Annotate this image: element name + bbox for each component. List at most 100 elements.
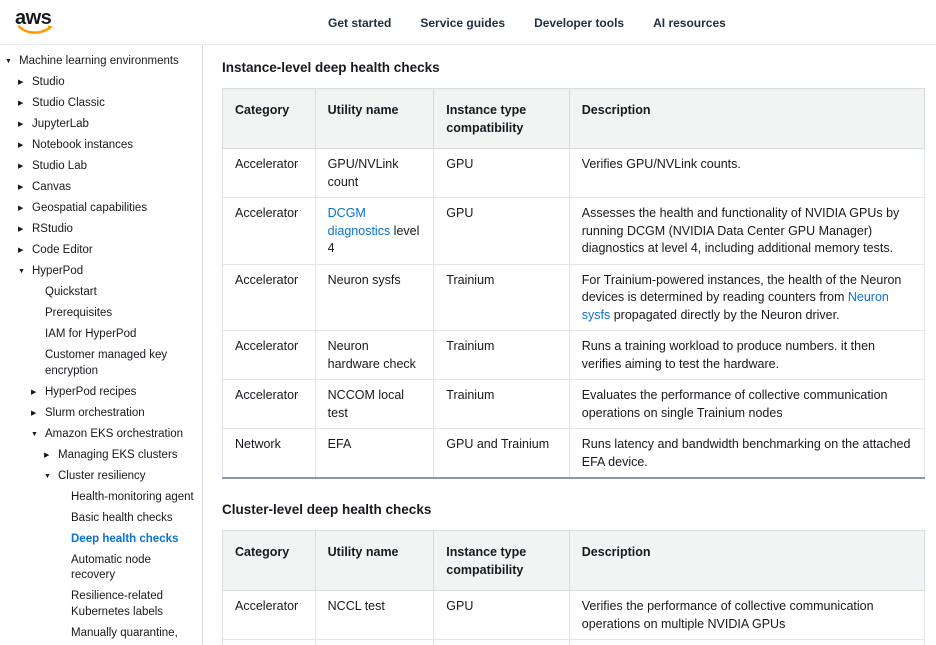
compatibility-cell: Trainium xyxy=(433,263,570,331)
cell-text: For Trainium-powered instances, the heal… xyxy=(581,272,902,305)
sidebar-item-studio-lab[interactable]: ▶ Studio Lab xyxy=(0,159,202,175)
sidebar-item-managing-eks-clusters[interactable]: ▶ Managing EKS clusters xyxy=(0,448,202,464)
sidebar-item-studio-classic[interactable]: ▶ Studio Classic xyxy=(0,96,202,112)
chevron-right-icon[interactable]: ▶ xyxy=(18,100,24,107)
chevron-right-icon[interactable]: ▶ xyxy=(31,388,37,396)
chevron-right-icon[interactable]: ▶ xyxy=(18,121,24,128)
nav-link-ai-resources[interactable]: AI resources xyxy=(653,15,726,30)
sidebar-item-code-editor[interactable]: ▶ Code Editor xyxy=(0,243,202,259)
cell-text: level 4 xyxy=(327,223,420,256)
sidebar-item-label: Studio Lab xyxy=(32,160,87,172)
sidebar-item-machine-learning-environments[interactable]: ▼ Machine learning environments xyxy=(0,54,202,70)
cell-text: Runs latency and bandwidth benchmarking … xyxy=(581,437,911,469)
table-header-row: Category Utility name Instance type compat… xyxy=(222,88,926,149)
sidebar-item-label: Prerequisites xyxy=(45,307,113,319)
nav-link-get-started[interactable]: Get started xyxy=(328,15,392,30)
description-cell: Evaluates the performance of collective … xyxy=(568,379,926,429)
table-row: Accelerator GPU/NVLink count GPU Verifies G… xyxy=(222,148,926,198)
category-cell: Accelerator xyxy=(222,197,316,265)
sidebar-item-label: Code Editor xyxy=(32,244,93,256)
chevron-down-icon[interactable]: ▼ xyxy=(44,472,51,480)
sidebar-item-hyperpod-recipes[interactable]: ▶ HyperPod recipes xyxy=(0,385,202,401)
sidebar-item-slurm-orchestration[interactable]: ▶ Slurm orchestration xyxy=(0,406,202,422)
column-header: Category xyxy=(222,530,316,591)
sidebar-item-amazon-eks-orchestration[interactable]: ▼ Amazon EKS orchestration xyxy=(0,427,202,443)
cell-link[interactable]: Neuron sysfs xyxy=(581,290,889,322)
chevron-down-icon[interactable]: ▼ xyxy=(5,58,12,65)
section-heading: Cluster-level deep health checks xyxy=(222,502,432,517)
chevron-down-icon[interactable]: ▼ xyxy=(18,268,25,275)
cluster-level-table: Category Utility name Instance type compat… xyxy=(222,530,926,645)
sidebar-item-resilience-related-kubernetes-labels[interactable]: Resilience-related Kubernetes labels xyxy=(0,589,202,620)
sidebar-item-iam-for-hyperpod[interactable]: IAM for HyperPod xyxy=(0,327,202,343)
cell-text: Evaluates the performance of collective … xyxy=(581,388,888,420)
sidebar-item-label: Canvas xyxy=(32,181,71,193)
sidebar-item-automatic-node-recovery[interactable]: Automatic node recovery xyxy=(0,553,202,584)
table-row: Accelerator DCGM diagnostics level 4 GPU As… xyxy=(222,197,926,265)
sidebar-item-cluster-resiliency[interactable]: ▼ Cluster resiliency xyxy=(0,469,202,485)
top-nav: Get started Service guides Developer tools… xyxy=(328,0,726,45)
sidebar-item-quickstart[interactable]: Quickstart xyxy=(0,285,202,301)
cell-text: NCCL test xyxy=(327,599,385,613)
aws-logo[interactable]: aws xyxy=(15,8,53,36)
table-row: Network EFA GPU and Trainium Runs latency a… xyxy=(222,428,926,479)
sidebar-item-basic-health-checks[interactable]: Basic health checks xyxy=(0,511,202,527)
chevron-right-icon[interactable]: ▶ xyxy=(18,247,24,254)
site-header: aws Get started Service guides Developer t… xyxy=(0,0,936,45)
sidebar-item-geospatial-capabilities[interactable]: ▶ Geospatial capabilities xyxy=(0,201,202,217)
sidebar-item-customer-managed-key-encryption[interactable]: Customer managed key encryption xyxy=(0,348,202,379)
chevron-right-icon[interactable]: ▶ xyxy=(18,142,24,149)
cell-text: Assesses the health and functionality of… xyxy=(581,206,900,255)
cell-text: Verifies the performance of collective c… xyxy=(581,599,874,631)
main-content: Instance-level deep health checks Catego… xyxy=(203,45,936,645)
column-header: Instance type compatibility xyxy=(433,88,570,149)
sidebar-item-rstudio[interactable]: ▶ RStudio xyxy=(0,222,202,238)
sidebar-item-label: RStudio xyxy=(32,223,73,235)
chevron-right-icon[interactable]: ▶ xyxy=(31,409,37,417)
description-cell: Runs latency and bandwidth benchmarking … xyxy=(568,428,926,479)
table-row: Accelerator NCCOM local test Trainium Evalu… xyxy=(222,379,926,429)
sidebar-item-label: Customer managed key encryption xyxy=(45,349,168,377)
nav-link-developer-tools[interactable]: Developer tools xyxy=(534,15,625,30)
chevron-right-icon[interactable]: ▶ xyxy=(18,79,24,86)
sidebar-item-hyperpod[interactable]: ▼ HyperPod xyxy=(0,264,202,280)
sidebar-item-label: Amazon EKS orchestration xyxy=(45,427,184,440)
column-header: Instance type compatibility xyxy=(433,530,570,591)
sidebar-item-label: Resilience-related Kubernetes labels xyxy=(71,590,164,618)
sidebar-item-studio[interactable]: ▶ Studio xyxy=(0,75,202,91)
column-header: Utility name xyxy=(314,530,435,591)
compatibility-cell: GPU xyxy=(433,148,570,198)
cell-link[interactable]: DCGM diagnostics xyxy=(327,206,391,238)
compatibility-cell: GPU xyxy=(433,197,570,265)
sidebar-item-jupyterlab[interactable]: ▶ JupyterLab xyxy=(0,117,202,133)
sidebar-item-manually-quarantine[interactable]: Manually quarantine, xyxy=(0,626,202,642)
chevron-right-icon[interactable]: ▶ xyxy=(18,163,24,170)
chevron-down-icon[interactable]: ▼ xyxy=(31,430,38,438)
sidebar-item-label: HyperPod recipes xyxy=(45,385,137,398)
utility-name-cell: Neuron hardware check xyxy=(314,330,435,380)
sidebar-item-canvas[interactable]: ▶ Canvas xyxy=(0,180,202,196)
table-row: Accelerator Neuron hardware check Trainium… xyxy=(222,330,926,380)
chevron-right-icon[interactable]: ▶ xyxy=(18,205,24,212)
category-cell: Accelerator xyxy=(222,639,316,645)
sidebar-item-label: JupyterLab xyxy=(32,118,89,130)
table-header-row: Category Utility name Instance type compat… xyxy=(222,530,926,591)
chevron-right-icon[interactable]: ▶ xyxy=(44,451,50,459)
chevron-right-icon[interactable]: ▶ xyxy=(18,184,24,191)
sidebar-item-label: Quickstart xyxy=(45,286,97,298)
sidebar-item-label: Deep health checks xyxy=(71,532,179,545)
cell-text: Runs a training workload to produce numb… xyxy=(581,339,875,371)
sidebar-item-label: Automatic node recovery xyxy=(71,553,151,582)
sidebar-item-notebook-instances[interactable]: ▶ Notebook instances xyxy=(0,138,202,154)
sidebar-item-health-monitoring-agent[interactable]: Health-monitoring agent xyxy=(0,490,202,506)
utility-name-cell: NCCOM cluster test xyxy=(314,639,435,645)
chevron-right-icon[interactable]: ▶ xyxy=(18,226,24,233)
sidebar-item-deep-health-checks[interactable]: Deep health checks xyxy=(0,532,202,548)
category-cell: Accelerator xyxy=(222,330,316,380)
sidebar-item-prerequisites[interactable]: Prerequisites xyxy=(0,306,202,322)
nav-link-service-guides[interactable]: Service guides xyxy=(420,15,506,30)
cell-text: GPU/NVLink count xyxy=(327,157,399,189)
page-body: ▼ Machine learning environments ▶ Studio ▶ St… xyxy=(0,45,936,645)
utility-name-cell: GPU/NVLink count xyxy=(314,148,435,198)
aws-logo-text: aws xyxy=(15,7,52,29)
